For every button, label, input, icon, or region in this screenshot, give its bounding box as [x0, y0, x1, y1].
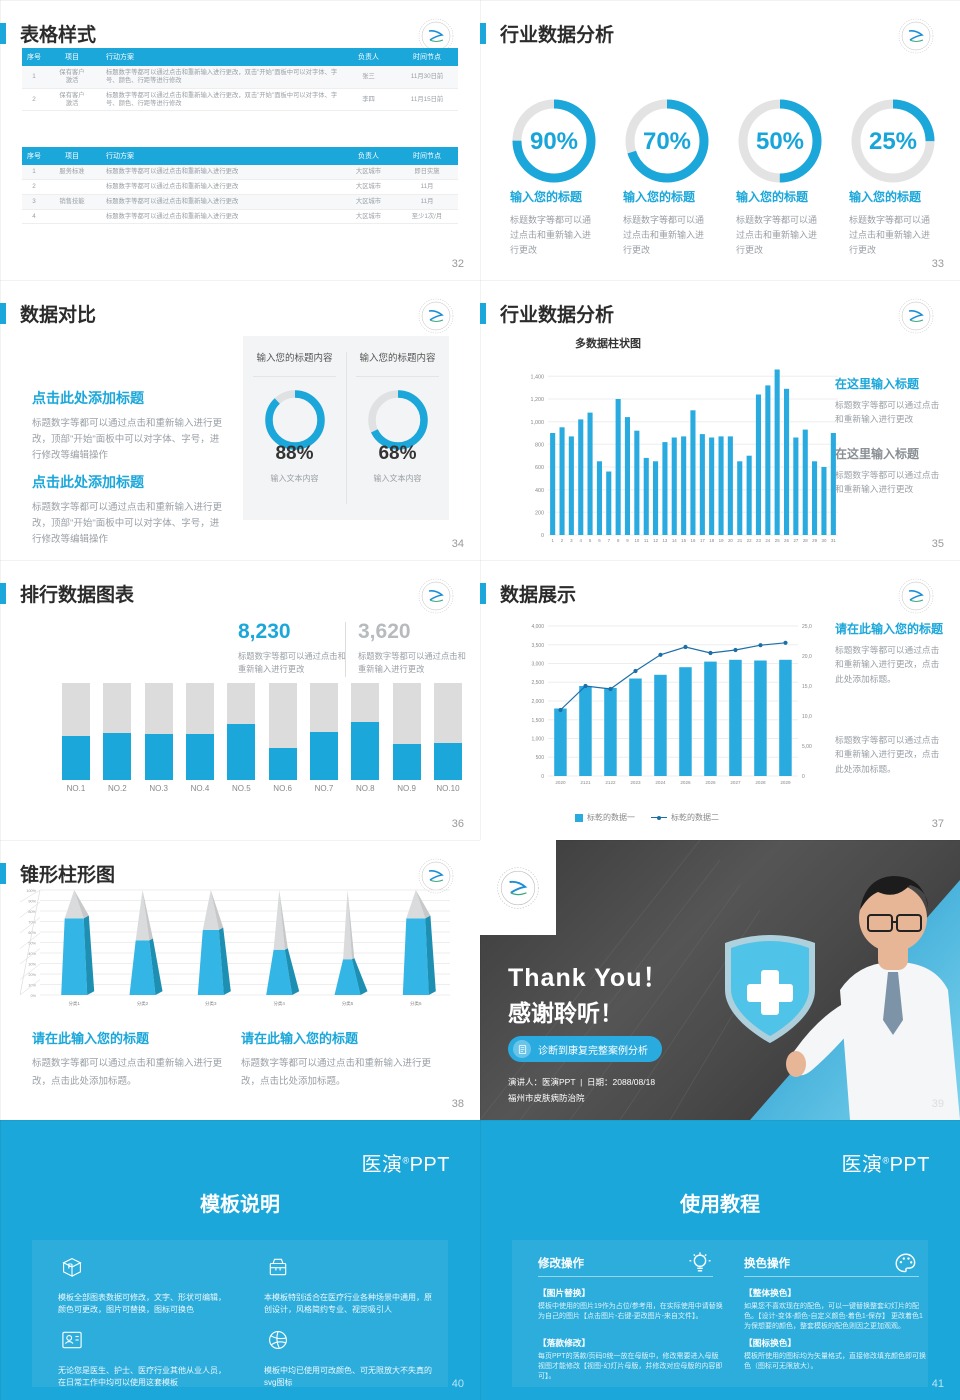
svg-text:20: 20: [728, 538, 733, 543]
svg-text:0%: 0%: [31, 994, 37, 998]
svg-text:分类3: 分类3: [205, 1000, 217, 1007]
svg-text:3: 3: [570, 538, 573, 543]
svg-text:21: 21: [737, 538, 742, 543]
svg-text:10: 10: [634, 538, 639, 543]
svg-text:10,000: 10,000: [802, 714, 812, 720]
svg-text:2020: 2020: [555, 780, 566, 785]
svg-text:1,400: 1,400: [531, 375, 545, 381]
svg-text:1,500: 1,500: [531, 718, 544, 724]
svg-text:19: 19: [719, 538, 724, 543]
svg-text:15,000: 15,000: [802, 684, 812, 690]
svg-text:2: 2: [561, 538, 564, 543]
svg-text:25,000: 25,000: [802, 624, 812, 630]
svg-text:12: 12: [653, 538, 658, 543]
svg-text:60%: 60%: [28, 931, 36, 935]
svg-text:0: 0: [541, 774, 544, 780]
svg-text:13: 13: [662, 538, 667, 543]
svg-text:分类6: 分类6: [410, 1000, 422, 1007]
svg-text:2026: 2026: [680, 780, 691, 785]
svg-text:分类5: 分类5: [342, 1000, 354, 1007]
svg-text:0: 0: [541, 533, 544, 539]
svg-text:26: 26: [784, 538, 789, 543]
svg-text:100%: 100%: [26, 889, 36, 893]
svg-text:1,000: 1,000: [531, 420, 545, 426]
svg-text:分类4: 分类4: [273, 1000, 285, 1007]
svg-text:2029: 2029: [780, 780, 791, 785]
svg-text:28: 28: [803, 538, 808, 543]
svg-text:2,500: 2,500: [531, 680, 544, 686]
svg-text:31: 31: [831, 538, 836, 543]
svg-text:0: 0: [802, 774, 805, 780]
svg-text:7: 7: [608, 538, 611, 543]
svg-text:27: 27: [793, 538, 798, 543]
svg-text:8: 8: [617, 538, 620, 543]
svg-text:2024: 2024: [655, 780, 666, 785]
svg-text:30: 30: [822, 538, 827, 543]
svg-text:500: 500: [536, 755, 545, 761]
svg-text:2027: 2027: [730, 780, 741, 785]
svg-text:6: 6: [598, 538, 601, 543]
svg-text:2023: 2023: [630, 780, 641, 785]
svg-text:1,200: 1,200: [531, 397, 545, 403]
svg-text:2122: 2122: [605, 780, 616, 785]
svg-text:9: 9: [626, 538, 629, 543]
svg-text:20%: 20%: [28, 973, 36, 977]
svg-text:17: 17: [700, 538, 705, 543]
svg-text:29: 29: [812, 538, 817, 543]
svg-text:400: 400: [535, 488, 544, 494]
svg-text:14: 14: [672, 538, 677, 543]
svg-text:11: 11: [644, 538, 649, 543]
svg-text:90%: 90%: [28, 900, 36, 904]
svg-text:2026: 2026: [705, 780, 716, 785]
svg-text:2,000: 2,000: [531, 699, 544, 705]
svg-text:3,500: 3,500: [531, 643, 544, 649]
svg-text:4,000: 4,000: [531, 624, 544, 630]
svg-text:20,000: 20,000: [802, 654, 812, 660]
svg-text:22: 22: [747, 538, 752, 543]
svg-text:3,000: 3,000: [531, 662, 544, 668]
svg-text:30%: 30%: [28, 963, 36, 967]
svg-text:1: 1: [551, 538, 554, 543]
svg-text:4: 4: [579, 538, 582, 543]
svg-text:23: 23: [756, 538, 761, 543]
svg-text:25: 25: [775, 538, 780, 543]
svg-text:5: 5: [589, 538, 592, 543]
svg-text:5,000: 5,000: [802, 744, 812, 750]
svg-text:24: 24: [765, 538, 770, 543]
svg-text:2028: 2028: [755, 780, 766, 785]
svg-text:16: 16: [691, 538, 696, 543]
svg-text:800: 800: [535, 443, 544, 449]
svg-text:600: 600: [535, 465, 544, 471]
svg-text:18: 18: [709, 538, 714, 543]
svg-text:15: 15: [681, 538, 686, 543]
svg-text:P: P: [68, 1261, 73, 1270]
svg-text:分类1: 分类1: [68, 1000, 80, 1007]
svg-text:分类2: 分类2: [137, 1000, 149, 1007]
svg-text:1,000: 1,000: [531, 737, 544, 743]
svg-text:2121: 2121: [580, 780, 591, 785]
svg-text:200: 200: [535, 511, 544, 517]
